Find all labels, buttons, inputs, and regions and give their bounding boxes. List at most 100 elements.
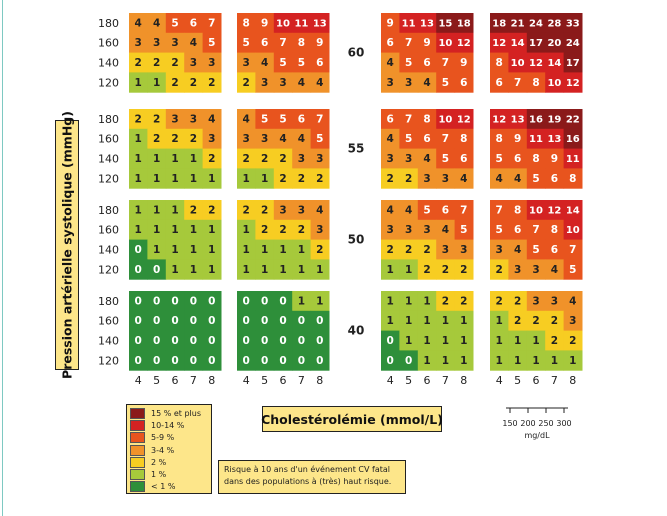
- risk-cell: [292, 291, 312, 312]
- risk-value: 2: [316, 173, 323, 185]
- legend-swatch: [130, 408, 145, 419]
- risk-value: 3: [387, 77, 394, 89]
- risk-value: 0: [171, 335, 178, 347]
- risk-cell: [563, 330, 583, 351]
- risk-cell: [147, 168, 167, 189]
- risk-cell: [563, 219, 583, 241]
- risk-value: 1: [261, 264, 268, 276]
- risk-value: 17: [566, 58, 580, 69]
- risk-cell: [202, 219, 222, 241]
- risk-cell: [129, 239, 148, 260]
- x-tick-label: 4: [387, 374, 394, 387]
- risk-value: 1: [423, 315, 430, 327]
- risk-cell: [508, 200, 528, 221]
- risk-value: 0: [316, 335, 323, 347]
- risk-cell: [202, 168, 222, 189]
- risk-cell: [237, 168, 256, 189]
- risk-cell: [255, 330, 275, 351]
- risk-cell: [255, 350, 275, 371]
- risk-cell: [454, 109, 474, 130]
- risk-value: 5: [405, 57, 412, 69]
- risk-value: 1: [190, 224, 197, 236]
- risk-value: 1: [171, 153, 178, 165]
- risk-value: 2: [569, 335, 576, 347]
- risk-value: 6: [551, 244, 558, 256]
- risk-cell: [417, 350, 437, 371]
- risk-note: Risque à 10 ans d'un événement CV fatal …: [218, 460, 406, 494]
- risk-value: 2: [208, 153, 215, 165]
- risk-value: 2: [190, 204, 197, 216]
- risk-cell: [273, 109, 293, 130]
- risk-cell: [417, 200, 437, 221]
- risk-cell: [526, 128, 546, 150]
- risk-cell: [399, 109, 419, 130]
- risk-value: 0: [171, 355, 178, 367]
- risk-cell: [184, 128, 204, 150]
- risk-cell: [292, 148, 312, 169]
- risk-value: 10: [511, 58, 525, 69]
- risk-cell: [454, 310, 474, 332]
- risk-cell: [202, 72, 222, 93]
- risk-cell: [545, 52, 565, 73]
- risk-value: 8: [243, 17, 250, 29]
- risk-value: 2: [153, 113, 160, 125]
- risk-cell: [147, 200, 167, 221]
- risk-cell: [255, 310, 275, 332]
- risk-value: 0: [153, 264, 160, 276]
- risk-value: 2: [496, 295, 503, 307]
- risk-value: 4: [405, 204, 412, 216]
- risk-cell: [310, 310, 330, 332]
- legend-swatch: [130, 432, 145, 444]
- risk-cell: [184, 350, 204, 371]
- risk-value: 7: [460, 204, 467, 216]
- risk-cell: [381, 52, 400, 73]
- x-tick-label: 8: [316, 374, 323, 387]
- risk-value: 8: [532, 77, 539, 89]
- risk-value: 1: [243, 173, 250, 185]
- risk-value: 1: [514, 335, 521, 347]
- risk-value: 5: [532, 244, 539, 256]
- risk-cell: [184, 13, 204, 34]
- risk-cell: [310, 52, 330, 73]
- risk-cell: [202, 350, 222, 371]
- x-axis-label-box: Cholestérolémie (mmol/L): [261, 406, 443, 432]
- risk-value: 1: [208, 264, 215, 276]
- y-tick-label: 180: [98, 113, 119, 126]
- risk-value: 2: [208, 204, 215, 216]
- risk-value: 4: [514, 244, 521, 256]
- risk-cell: [508, 128, 528, 150]
- risk-value: 1: [316, 264, 323, 276]
- risk-value: 0: [190, 315, 197, 327]
- risk-value: 1: [243, 224, 250, 236]
- risk-cell: [381, 13, 400, 34]
- risk-cell: [417, 128, 437, 150]
- risk-cell: [255, 219, 275, 241]
- risk-cell: [237, 52, 256, 73]
- x-tick-label: 8: [569, 374, 576, 387]
- risk-value: 5: [279, 113, 286, 125]
- risk-cell: [490, 13, 509, 34]
- risk-cell: [545, 168, 565, 189]
- risk-cell: [202, 291, 222, 312]
- risk-cell: [526, 52, 546, 73]
- risk-cell: [436, 330, 456, 351]
- risk-value: 1: [135, 77, 142, 89]
- legend-label: 5-9 %: [151, 433, 175, 443]
- risk-cell: [165, 148, 185, 169]
- risk-cell: [399, 72, 419, 93]
- risk-cell: [490, 259, 509, 280]
- risk-value: 3: [316, 224, 323, 236]
- risk-value: 11: [402, 18, 416, 29]
- risk-cell: [237, 239, 256, 260]
- risk-cell: [563, 128, 583, 150]
- risk-cell: [273, 291, 293, 312]
- risk-cell: [273, 350, 293, 371]
- x-tick-label: 7: [190, 374, 197, 387]
- risk-cell: [184, 259, 204, 280]
- risk-value: 12: [566, 78, 580, 89]
- risk-value: 0: [135, 335, 142, 347]
- risk-value: 0: [316, 315, 323, 327]
- risk-value: 0: [261, 315, 268, 327]
- legend-label: 1 %: [151, 470, 167, 479]
- risk-value: 2: [135, 113, 142, 125]
